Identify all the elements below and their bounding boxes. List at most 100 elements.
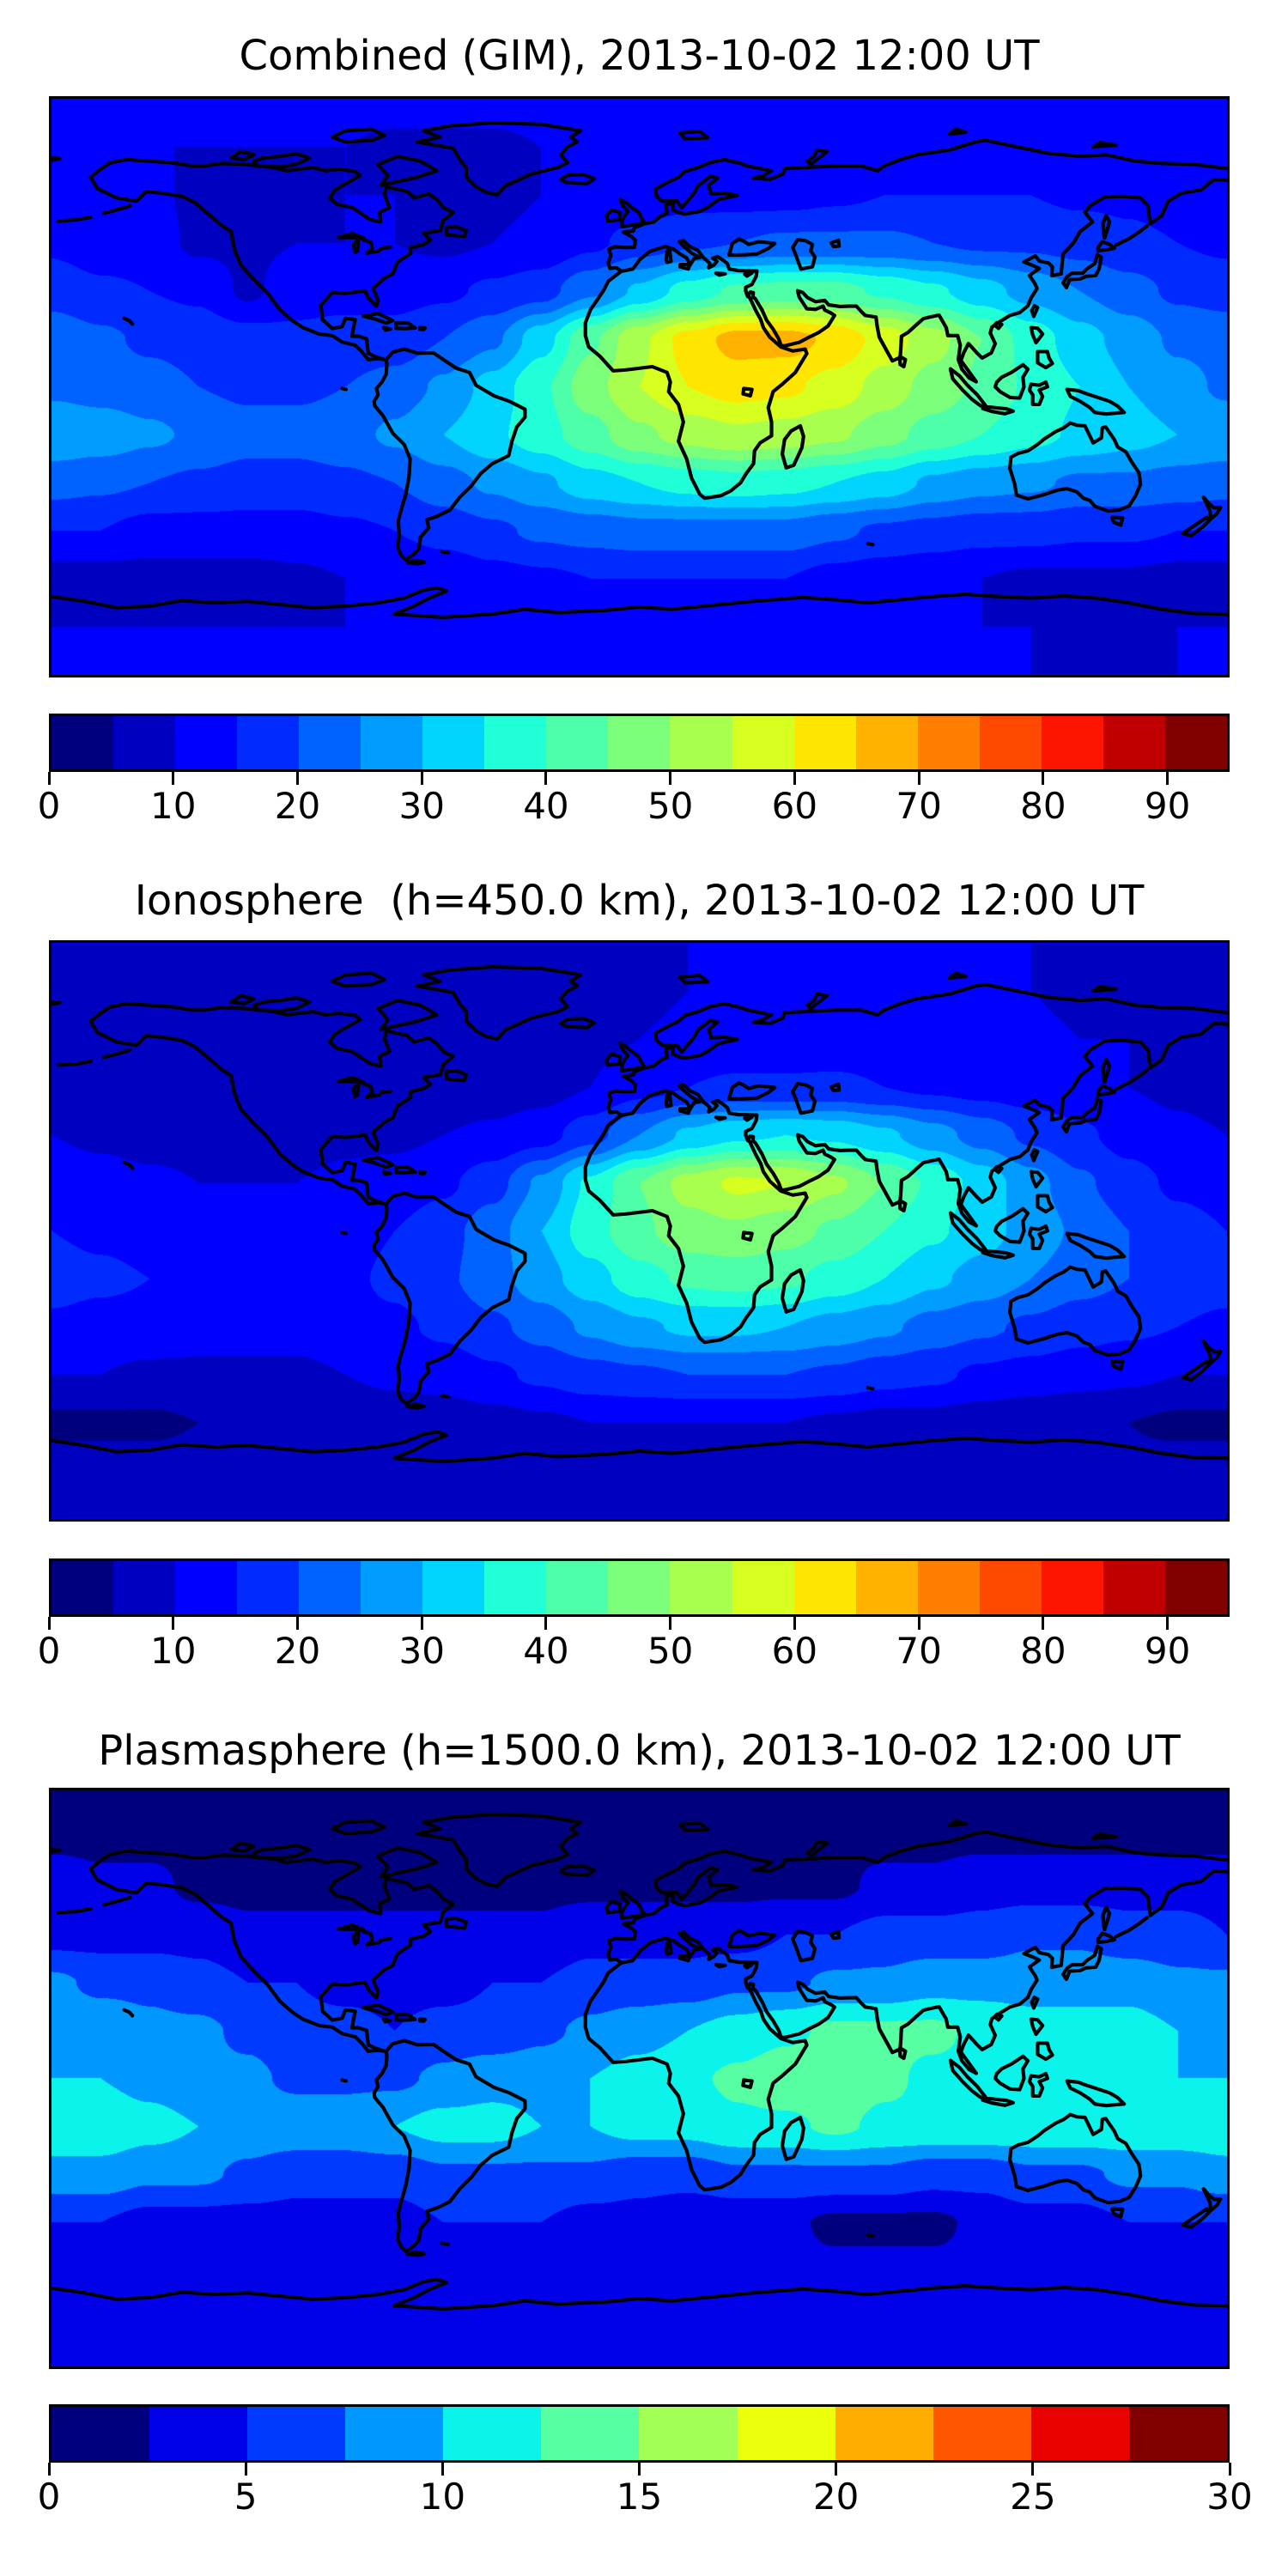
colorbar-tick [1042, 772, 1045, 785]
colorbar-tick-label: 25 [1010, 2476, 1056, 2518]
map-combined-gim [49, 96, 1230, 677]
colorbar-segment [933, 2407, 1031, 2460]
colorbar-tick-label: 30 [398, 1630, 445, 1672]
coastline-path [52, 1812, 1227, 2311]
colorbar-tick-label: 80 [1020, 1630, 1066, 1672]
colorbar-tick-label: 70 [896, 1630, 942, 1672]
colorbar-ticks-combined-gim: 0 10 20 30 40 50 60 70 80 90 [38, 772, 1230, 849]
colorbar-segment [52, 2407, 150, 2460]
colorbar-segment [422, 1561, 485, 1614]
colorbar-tick-label: 90 [1144, 785, 1191, 827]
colorbar-segment [541, 2407, 640, 2460]
colorbar-tick [1166, 1617, 1170, 1630]
colorbar-tick [172, 1617, 175, 1630]
colorbar-tick [420, 772, 423, 785]
colorbar-tick-label: 50 [647, 785, 694, 827]
colorbar-tick-label: 90 [1144, 1630, 1191, 1672]
colorbar-segment [299, 1561, 361, 1614]
colorbar-tick [669, 772, 672, 785]
colorbar-tick-label: 10 [419, 2476, 466, 2518]
colorbar-segment [546, 716, 609, 769]
coastline-path [52, 964, 1227, 1463]
colorbar-segment [1041, 1561, 1103, 1614]
colorbar-segment [1164, 1561, 1227, 1614]
colorbar-segment [361, 1561, 423, 1614]
colorbar-segment [1030, 2407, 1129, 2460]
colorbar-segment [835, 2407, 933, 2460]
colorbar-tick [1166, 772, 1170, 785]
colorbar-tick [420, 1617, 423, 1630]
colorbar-tick [47, 2463, 51, 2476]
colorbar-tick-label: 10 [150, 1630, 197, 1672]
colorbar-segment [345, 2407, 444, 2460]
colorbar-tick-label: 30 [1206, 2476, 1253, 2518]
colorbar-tick [638, 2463, 641, 2476]
colorbar-segment [113, 716, 176, 769]
colorbar-tick [47, 772, 51, 785]
map-ionosphere [49, 940, 1230, 1522]
colorbar-tick [835, 2463, 838, 2476]
colorbar-tick-label: 0 [37, 785, 61, 827]
colorbar-segment [1041, 716, 1103, 769]
colorbar-segment [793, 716, 856, 769]
colorbar-tick-label: 0 [37, 1630, 61, 1672]
colorbar-segment [855, 716, 918, 769]
colorbar-tick-label: 80 [1020, 785, 1066, 827]
colorbar-segment [670, 1561, 732, 1614]
colorbar-tick-label: 20 [274, 1630, 321, 1672]
colorbar-segment [546, 1561, 609, 1614]
colorbar-segment [732, 1561, 794, 1614]
colorbar-tick-label: 15 [616, 2476, 663, 2518]
colorbar-segment [608, 716, 671, 769]
colorbar-tick-label: 50 [647, 1630, 694, 1672]
colorbar-tick [793, 1617, 796, 1630]
colorbar-tick [917, 772, 920, 785]
panel-title-plasmasphere: Plasmasphere (h=1500.0 km), 2013-10-02 1… [98, 1727, 1181, 1775]
colorbar-segment [1103, 1561, 1165, 1614]
colorbar-segment [917, 716, 980, 769]
colorbar-tick [1042, 1617, 1045, 1630]
colorbar-tick-label: 20 [274, 785, 321, 827]
colorbar-segment [1103, 716, 1165, 769]
colorbar-tick [544, 1617, 548, 1630]
colorbar-segment [175, 716, 238, 769]
coastlines-overlay [52, 1812, 1227, 2311]
colorbar-segment [670, 716, 732, 769]
colorbar-segment [484, 1561, 547, 1614]
colorbar-tick [669, 1617, 672, 1630]
colorbar-segment [299, 716, 361, 769]
colorbar-tick [793, 772, 796, 785]
coastlines-overlay [52, 120, 1227, 619]
colorbar-tick [172, 772, 175, 785]
colorbar-tick [440, 2463, 444, 2476]
colorbar-segment [917, 1561, 980, 1614]
colorbar-tick [244, 2463, 247, 2476]
colorbar-segment [793, 1561, 856, 1614]
colorbar-segment [855, 1561, 918, 1614]
colorbar-segment [422, 716, 485, 769]
colorbar-tick [295, 1617, 299, 1630]
colorbar-segment [1164, 716, 1227, 769]
colorbar-segment [639, 2407, 738, 2460]
colorbar-segment [175, 1561, 238, 1614]
coastlines-overlay [52, 964, 1227, 1463]
colorbar-segment [52, 716, 114, 769]
panel-title-ionosphere: Ionosphere (h=450.0 km), 2013-10-02 12:0… [134, 877, 1145, 925]
colorbar-tick-label: 60 [771, 1630, 818, 1672]
colorbar-ticks-plasmasphere: 0 5 10 15 20 25 30 [38, 2463, 1253, 2540]
colorbar-segment [737, 2407, 835, 2460]
colorbar-segment [361, 716, 423, 769]
colorbar-tick [544, 772, 548, 785]
colorbar-ionosphere [49, 1558, 1230, 1617]
colorbar-segment [247, 2407, 346, 2460]
colorbar-tick-label: 30 [398, 785, 445, 827]
colorbar-segment [237, 716, 300, 769]
colorbar-segment [443, 2407, 542, 2460]
colorbar-tick-label: 10 [150, 785, 197, 827]
colorbar-segment [484, 716, 547, 769]
colorbar-tick [47, 1617, 51, 1630]
colorbar-tick [1031, 2463, 1035, 2476]
colorbar-segment [979, 1561, 1042, 1614]
colorbar-tick-label: 20 [812, 2476, 860, 2518]
